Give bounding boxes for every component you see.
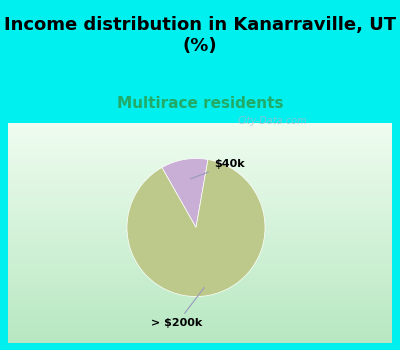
Wedge shape <box>127 160 265 296</box>
Text: Multirace residents: Multirace residents <box>117 96 283 111</box>
Text: $40k: $40k <box>190 159 244 179</box>
Wedge shape <box>162 159 208 228</box>
Text: > $200k: > $200k <box>151 287 204 328</box>
Text: Income distribution in Kanarraville, UT
(%): Income distribution in Kanarraville, UT … <box>4 16 396 55</box>
Text: City-Data.com: City-Data.com <box>238 116 308 126</box>
